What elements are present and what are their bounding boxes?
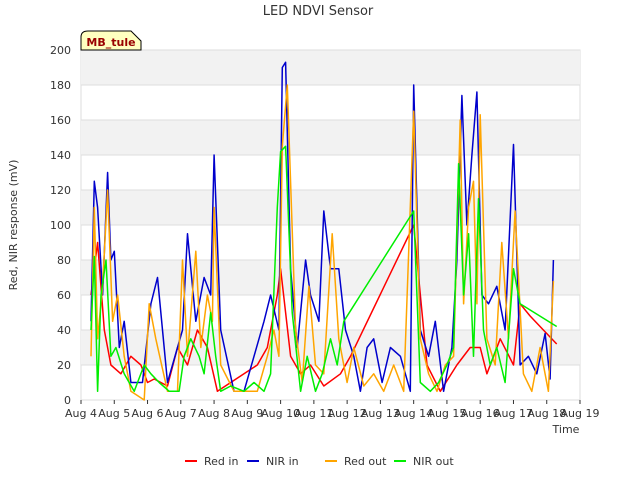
y-tick-label: 80 — [57, 254, 71, 267]
legend-label-red-in: Red in — [204, 455, 238, 468]
y-tick-label: 180 — [50, 79, 71, 92]
x-tick-label: Aug 10 — [261, 407, 300, 420]
grid-band — [81, 190, 580, 225]
x-tick-label: Aug 8 — [198, 407, 230, 420]
y-axis-label: Red, NIR response (mV) — [7, 160, 20, 291]
legend-label-nir-out: NIR out — [413, 455, 454, 468]
y-tick-label: 0 — [64, 394, 71, 407]
grid-band — [81, 50, 580, 85]
x-tick-label: Aug 17 — [494, 407, 533, 420]
annotation-label: MB_tule — [86, 36, 135, 49]
x-tick-label: Aug 13 — [361, 407, 400, 420]
x-tick-label: Aug 15 — [427, 407, 466, 420]
x-tick-label: Aug 7 — [165, 407, 197, 420]
y-tick-label: 200 — [50, 44, 71, 57]
y-tick-label: 60 — [57, 289, 71, 302]
y-tick-label: 160 — [50, 114, 71, 127]
chart-title: LED NDVI Sensor — [263, 4, 374, 19]
y-tick-label: 100 — [50, 219, 71, 232]
series-line-nir-in — [90, 61, 555, 393]
legend: Red in NIR in Red out NIR out — [185, 455, 454, 468]
gridlines — [81, 49, 580, 401]
x-axis-label: Time — [552, 423, 580, 436]
grid-band — [81, 120, 580, 155]
series-lines — [90, 61, 558, 401]
y-tick-label: 20 — [57, 359, 71, 372]
legend-label-red-out: Red out — [344, 455, 387, 468]
legend-label-nir-in: NIR in — [266, 455, 299, 468]
x-tick-label: Aug 5 — [98, 407, 130, 420]
series-line-red-out — [90, 84, 555, 401]
y-axis-ticks: 0 20 40 60 80 100 120 140 160 180 200 — [50, 44, 71, 407]
x-tick-label: Aug 6 — [132, 407, 164, 420]
x-tick-label: Aug 19 — [561, 407, 600, 420]
y-tick-label: 140 — [50, 149, 71, 162]
x-tick-label: Aug 11 — [294, 407, 333, 420]
x-tick-label: Aug 18 — [527, 407, 566, 420]
annotation-box: MB_tule — [80, 30, 142, 51]
x-tick-label: Aug 4 — [65, 407, 97, 420]
series-line-nir-out — [90, 145, 558, 393]
y-tick-label: 120 — [50, 184, 71, 197]
x-tick-label: Aug 9 — [231, 407, 263, 420]
x-tick-label: Aug 14 — [394, 407, 433, 420]
y-tick-label: 40 — [57, 324, 71, 337]
x-tick-label: Aug 16 — [461, 407, 500, 420]
x-tick-label: Aug 12 — [328, 407, 367, 420]
